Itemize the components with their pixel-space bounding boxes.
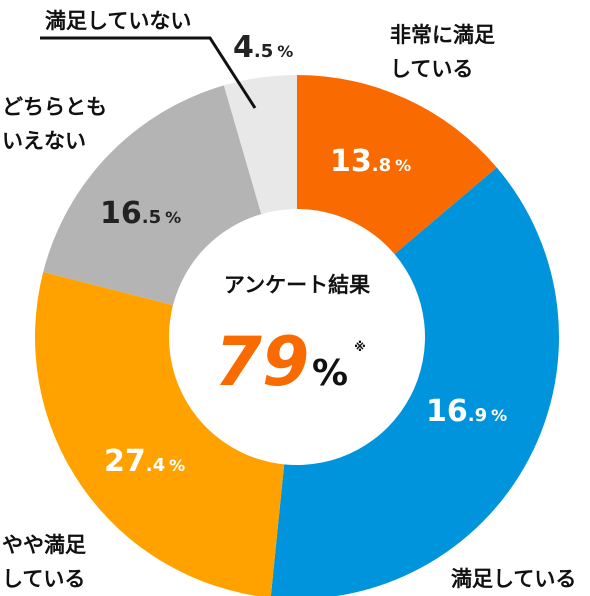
slice-label-satisfied: 満足している	[451, 567, 576, 591]
donut-slice-not-satisfied	[223, 75, 297, 215]
svg-text:やや満足: やや満足	[2, 533, 86, 557]
donut-slice-satisfied	[270, 167, 559, 596]
svg-text:している: している	[2, 567, 85, 591]
slice-label-somewhat-satisfied: やや満足 している	[2, 533, 86, 591]
pct-label-satisfied: 16.9%	[426, 394, 507, 429]
donut-slice-neutral	[43, 85, 262, 306]
donut-slice-somewhat-satisfied	[35, 271, 285, 596]
center-note: ※	[354, 340, 366, 354]
slice-label-not-satisfied: 満足していない	[45, 9, 191, 33]
pct-label-somewhat-satisfied: 27.4%	[104, 444, 185, 479]
svg-text:非常に満足: 非常に満足	[390, 23, 495, 47]
pct-label-neutral: 16.5%	[100, 196, 181, 231]
leader-line	[40, 36, 257, 109]
svg-text:満足している: 満足している	[451, 567, 576, 591]
donut-slice-very-satisfied	[297, 75, 497, 255]
slice-label-neutral: どちらとも いえない	[2, 95, 107, 153]
center-value: 79	[215, 323, 310, 402]
svg-text:している: している	[390, 57, 473, 81]
center-unit: %	[312, 353, 348, 394]
svg-text:どちらとも: どちらとも	[2, 95, 107, 119]
center-title: アンケート結果	[224, 273, 370, 297]
pct-label-not-satisfied: 4.5%	[233, 30, 293, 65]
pct-label-very-satisfied: 13.8%	[330, 144, 411, 179]
slice-label-very-satisfied: 非常に満足 している	[390, 23, 495, 81]
svg-text:満足していない: 満足していない	[45, 9, 191, 33]
donut-slices	[35, 75, 559, 596]
svg-text:いえない: いえない	[2, 129, 86, 153]
